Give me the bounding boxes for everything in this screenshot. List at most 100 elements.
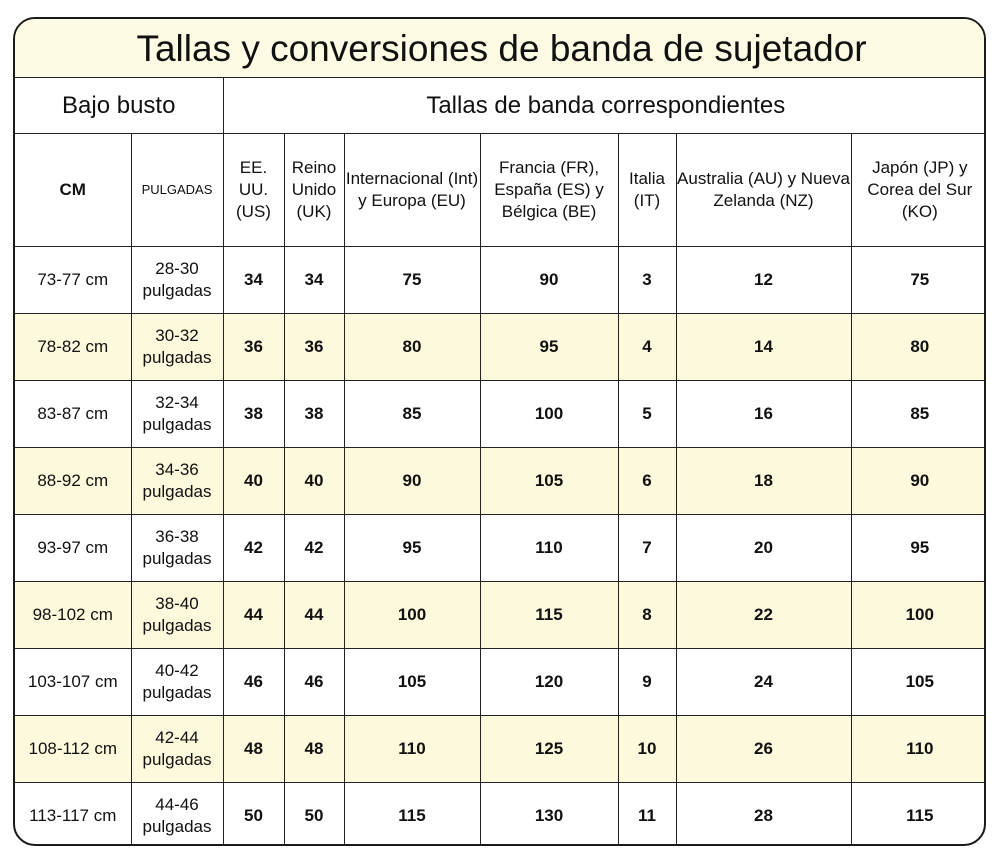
cell-it: 8 bbox=[617, 581, 677, 649]
cell-fr-es-be: 125 bbox=[479, 715, 619, 783]
cell-pulgadas: 38-40 pulgadas bbox=[130, 581, 224, 649]
table-row: 83-87 cm 32-34 pulgadas 38 38 85 100 5 16 85 bbox=[15, 380, 984, 448]
table-row: 78-82 cm 30-32 pulgadas 36 36 80 95 4 14 80 bbox=[15, 313, 984, 381]
cell-jp-ko: 115 bbox=[850, 782, 984, 844]
cell-fr-es-be: 120 bbox=[479, 648, 619, 716]
cell-au-nz: 20 bbox=[675, 514, 852, 582]
cell-uk: 38 bbox=[283, 380, 345, 448]
cell-us: 34 bbox=[222, 246, 285, 314]
cell-cm: 98-102 cm bbox=[15, 581, 132, 649]
cell-pulgadas: 44-46 pulgadas bbox=[130, 782, 224, 844]
column-header-uk: Reino Unido (UK) bbox=[283, 133, 345, 247]
cell-int-eu: 75 bbox=[343, 246, 481, 314]
table-row: 93-97 cm 36-38 pulgadas 42 42 95 110 7 20 95 bbox=[15, 514, 984, 582]
cell-jp-ko: 100 bbox=[850, 581, 984, 649]
chart-title: Tallas y conversiones de banda de sujeta… bbox=[15, 19, 984, 78]
cell-int-eu: 100 bbox=[343, 581, 481, 649]
cell-fr-es-be: 105 bbox=[479, 447, 619, 515]
cell-fr-es-be: 115 bbox=[479, 581, 619, 649]
cell-pulgadas: 30-32 pulgadas bbox=[130, 313, 224, 381]
cell-cm: 83-87 cm bbox=[15, 380, 132, 448]
cell-cm: 93-97 cm bbox=[15, 514, 132, 582]
column-header-us: EE. UU. (US) bbox=[222, 133, 285, 247]
column-header-au-nz: Australia (AU) y Nueva Zelanda (NZ) bbox=[675, 133, 852, 247]
cell-us: 50 bbox=[222, 782, 285, 844]
cell-uk: 50 bbox=[283, 782, 345, 844]
cell-uk: 44 bbox=[283, 581, 345, 649]
table-row: 98-102 cm 38-40 pulgadas 44 44 100 115 8 22 100 bbox=[15, 581, 984, 649]
column-header-jp-ko: Japón (JP) y Corea del Sur (KO) bbox=[850, 133, 984, 247]
cell-au-nz: 12 bbox=[675, 246, 852, 314]
cell-uk: 36 bbox=[283, 313, 345, 381]
cell-jp-ko: 110 bbox=[850, 715, 984, 783]
cell-pulgadas: 40-42 pulgadas bbox=[130, 648, 224, 716]
cell-pulgadas: 42-44 pulgadas bbox=[130, 715, 224, 783]
cell-int-eu: 115 bbox=[343, 782, 481, 844]
cell-cm: 73-77 cm bbox=[15, 246, 132, 314]
cell-us: 36 bbox=[222, 313, 285, 381]
cell-it: 9 bbox=[617, 648, 677, 716]
cell-pulgadas: 36-38 pulgadas bbox=[130, 514, 224, 582]
cell-int-eu: 80 bbox=[343, 313, 481, 381]
table-row: 73-77 cm 28-30 pulgadas 34 34 75 90 3 12 75 bbox=[15, 246, 984, 314]
cell-us: 44 bbox=[222, 581, 285, 649]
cell-uk: 34 bbox=[283, 246, 345, 314]
cell-us: 48 bbox=[222, 715, 285, 783]
cell-it: 11 bbox=[617, 782, 677, 844]
underbust-header: Bajo busto bbox=[15, 77, 224, 134]
cell-au-nz: 28 bbox=[675, 782, 852, 844]
cell-uk: 46 bbox=[283, 648, 345, 716]
cell-cm: 88-92 cm bbox=[15, 447, 132, 515]
cell-int-eu: 110 bbox=[343, 715, 481, 783]
cell-au-nz: 22 bbox=[675, 581, 852, 649]
cell-cm: 103-107 cm bbox=[15, 648, 132, 716]
table-row: 113-117 cm 44-46 pulgadas 50 50 115 130 11 28 11… bbox=[15, 782, 984, 844]
cell-jp-ko: 80 bbox=[850, 313, 984, 381]
cell-uk: 40 bbox=[283, 447, 345, 515]
cell-int-eu: 85 bbox=[343, 380, 481, 448]
cell-it: 5 bbox=[617, 380, 677, 448]
cell-us: 38 bbox=[222, 380, 285, 448]
cell-it: 10 bbox=[617, 715, 677, 783]
cell-jp-ko: 75 bbox=[850, 246, 984, 314]
column-header-int-eu: Internacional (Int) y Europa (EU) bbox=[343, 133, 481, 247]
cell-uk: 48 bbox=[283, 715, 345, 783]
cell-it: 6 bbox=[617, 447, 677, 515]
cell-us: 42 bbox=[222, 514, 285, 582]
cell-au-nz: 26 bbox=[675, 715, 852, 783]
band-sizes-header: Tallas de banda correspondientes bbox=[222, 77, 984, 134]
size-table: Tallas y conversiones de banda de sujeta… bbox=[15, 19, 984, 844]
cell-pulgadas: 34-36 pulgadas bbox=[130, 447, 224, 515]
cell-int-eu: 105 bbox=[343, 648, 481, 716]
column-header-fr-es-be: Francia (FR), España (ES) y Bélgica (BE) bbox=[479, 133, 619, 247]
cell-it: 7 bbox=[617, 514, 677, 582]
cell-us: 40 bbox=[222, 447, 285, 515]
cell-fr-es-be: 95 bbox=[479, 313, 619, 381]
cell-fr-es-be: 130 bbox=[479, 782, 619, 844]
size-chart: Tallas y conversiones de banda de sujeta… bbox=[13, 17, 986, 846]
table-row: 103-107 cm 40-42 pulgadas 46 46 105 120 9 24 105 bbox=[15, 648, 984, 716]
cell-cm: 108-112 cm bbox=[15, 715, 132, 783]
table-row: 88-92 cm 34-36 pulgadas 40 40 90 105 6 18 90 bbox=[15, 447, 984, 515]
cell-jp-ko: 95 bbox=[850, 514, 984, 582]
cell-uk: 42 bbox=[283, 514, 345, 582]
cell-cm: 78-82 cm bbox=[15, 313, 132, 381]
cell-jp-ko: 85 bbox=[850, 380, 984, 448]
cell-fr-es-be: 100 bbox=[479, 380, 619, 448]
cell-pulgadas: 32-34 pulgadas bbox=[130, 380, 224, 448]
cell-it: 3 bbox=[617, 246, 677, 314]
column-header-cm: CM bbox=[15, 133, 132, 247]
cell-fr-es-be: 110 bbox=[479, 514, 619, 582]
cell-int-eu: 95 bbox=[343, 514, 481, 582]
cell-pulgadas: 28-30 pulgadas bbox=[130, 246, 224, 314]
cell-au-nz: 14 bbox=[675, 313, 852, 381]
cell-au-nz: 24 bbox=[675, 648, 852, 716]
table-row: 108-112 cm 42-44 pulgadas 48 48 110 125 10 26 11… bbox=[15, 715, 984, 783]
cell-fr-es-be: 90 bbox=[479, 246, 619, 314]
cell-jp-ko: 105 bbox=[850, 648, 984, 716]
cell-us: 46 bbox=[222, 648, 285, 716]
column-header-it: Italia (IT) bbox=[617, 133, 677, 247]
cell-it: 4 bbox=[617, 313, 677, 381]
cell-au-nz: 16 bbox=[675, 380, 852, 448]
cell-jp-ko: 90 bbox=[850, 447, 984, 515]
